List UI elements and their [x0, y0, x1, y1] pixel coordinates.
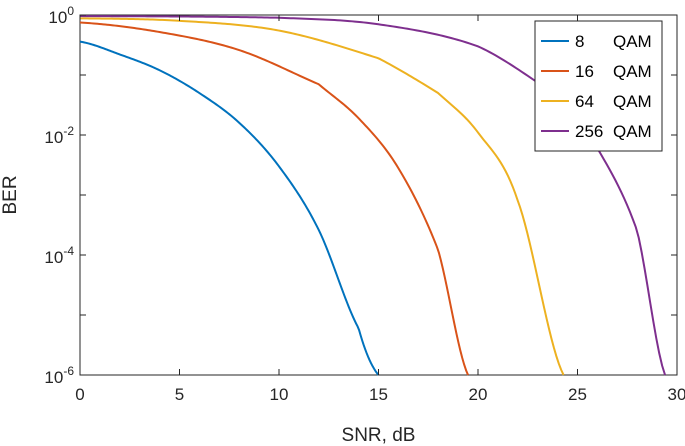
- x-tick-label: 10: [270, 385, 289, 404]
- series-line-16-qam: [79, 21, 469, 376]
- legend-label-number: 256: [575, 122, 603, 141]
- legend-box: [534, 20, 663, 152]
- series-line-8-qam: [79, 40, 380, 376]
- x-tick-label: 15: [369, 385, 388, 404]
- y-tick-label: 10-2: [44, 124, 74, 147]
- x-tick-label: 30: [668, 385, 685, 404]
- legend-label-modulation: QAM: [613, 32, 652, 51]
- series-line-64-qam: [79, 17, 565, 376]
- x-tick-label: 20: [469, 385, 488, 404]
- x-tick-label: 5: [175, 385, 184, 404]
- legend-label-modulation: QAM: [613, 62, 652, 81]
- x-tick-label: 0: [75, 385, 84, 404]
- legend: 8 QAM 16 QAM 64 QAM 256 QAM: [534, 20, 663, 152]
- legend-label-modulation: QAM: [613, 122, 652, 141]
- legend-label-number: 8: [575, 32, 584, 51]
- legend-label-number: 64: [575, 92, 594, 111]
- legend-label-number: 16: [575, 62, 594, 81]
- y-axis: 100 10-2 10-4 10-6: [44, 4, 677, 387]
- x-axis: 0 5 10 15 20 25 30: [75, 15, 685, 404]
- x-tick-label: 25: [568, 385, 587, 404]
- y-tick-label: 10-6: [44, 364, 74, 387]
- x-axis-label: SNR, dB: [342, 425, 416, 446]
- y-tick-label: 10-4: [44, 244, 74, 267]
- legend-label-modulation: QAM: [613, 92, 652, 111]
- y-axis-label: BER: [0, 175, 21, 214]
- y-tick-label: 100: [48, 4, 74, 27]
